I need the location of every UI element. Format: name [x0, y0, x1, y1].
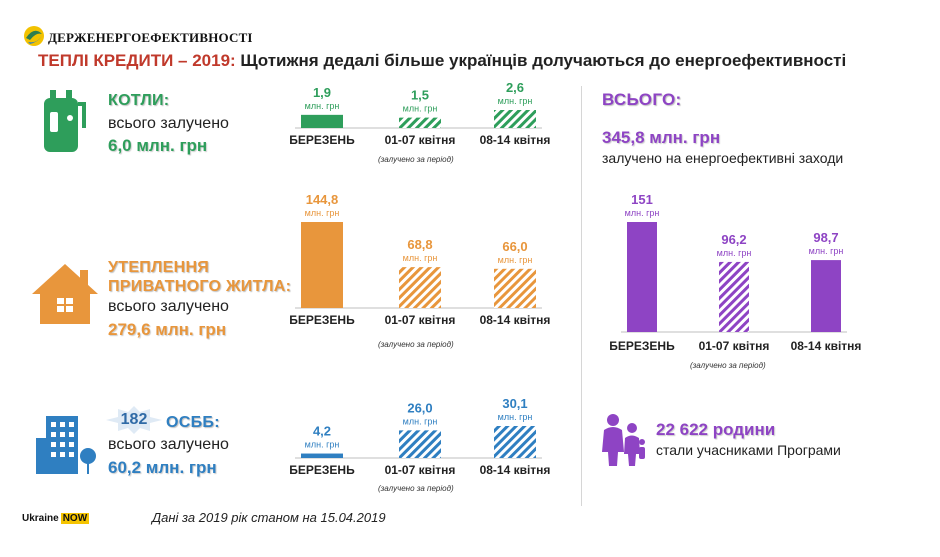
- category-label-boilers-2: 01-07 квітня: [385, 133, 456, 147]
- insulation-title-2: ПРИВАТНОГО ЖИТЛА:: [108, 278, 292, 295]
- osbb-title: ОСББ:: [166, 414, 220, 431]
- badge-star: [106, 406, 162, 434]
- category-label-insulation-2: 01-07 квітня: [385, 313, 456, 327]
- osbb-subtitle: всього залучено: [108, 436, 229, 453]
- families-subtitle: стали учасниками Програми: [656, 442, 841, 458]
- unit-label-total-1: млн. грн: [625, 208, 660, 218]
- bar-total-3: [811, 260, 841, 332]
- insulation-period-note: (залучено за період): [378, 340, 454, 349]
- bar-insulation-2: [399, 267, 441, 308]
- boilers-period-note: (залучено за період): [378, 155, 454, 164]
- osbb-period-note: (залучено за період): [378, 484, 454, 493]
- headline-highlight: ТЕПЛІ КРЕДИТИ – 2019:: [38, 51, 236, 70]
- unit-label-boilers-1: млн. грн: [305, 101, 340, 111]
- category-label-boilers-3: 08-14 квітня: [480, 133, 551, 147]
- ukraine-now-logo: Ukraine NOW: [22, 513, 90, 524]
- bar-boilers-1: [301, 114, 343, 128]
- brand-part-2: NOW: [60, 513, 90, 524]
- value-label-insulation-3: 66,0: [502, 239, 527, 254]
- category-label-insulation-3: 08-14 квітня: [480, 313, 551, 327]
- page-title: ТЕПЛІ КРЕДИТИ – 2019: Щотижня дедалі біл…: [38, 51, 846, 71]
- unit-label-total-3: млн. грн: [809, 246, 844, 256]
- value-label-boilers-3: 2,6: [506, 80, 524, 95]
- families-count: 22 622 родини: [656, 420, 776, 439]
- unit-label-insulation-3: млн. грн: [498, 255, 533, 265]
- category-label-osbb-1: БЕРЕЗЕНЬ: [289, 463, 355, 477]
- category-label-osbb-2: 01-07 квітня: [385, 463, 456, 477]
- bar-boilers-2: [399, 117, 441, 128]
- total-period-note: (залучено за період): [690, 361, 766, 370]
- building-icon: [36, 416, 96, 474]
- bar-osbb-1: [301, 453, 343, 458]
- value-label-osbb-3: 30,1: [502, 396, 527, 411]
- bar-osbb-3: [494, 426, 536, 458]
- boilers-subtitle: всього залучено: [108, 115, 229, 132]
- value-label-total-3: 98,7: [813, 230, 838, 245]
- unit-label-boilers-3: млн. грн: [498, 96, 533, 106]
- insulation-total: 279,6 млн. грн: [108, 320, 227, 339]
- value-label-insulation-2: 68,8: [407, 237, 432, 252]
- bar-osbb-2: [399, 430, 441, 458]
- category-label-total-3: 08-14 квітня: [791, 339, 862, 353]
- value-label-insulation-1: 144,8: [306, 192, 339, 207]
- category-label-boilers-1: БЕРЕЗЕНЬ: [289, 133, 355, 147]
- org-name: ДЕРЖЕНЕРГОЕФЕКТИВНОСТІ: [48, 30, 253, 45]
- unit-label-insulation-1: млн. грн: [305, 208, 340, 218]
- insulation-title-1: УТЕПЛЕННЯ: [108, 259, 210, 276]
- unit-label-total-2: млн. грн: [717, 248, 752, 258]
- brand-part-1: Ukraine: [22, 513, 59, 524]
- unit-label-osbb-2: млн. грн: [403, 416, 438, 426]
- headline-text: Щотижня дедалі більше українців долучают…: [240, 51, 847, 70]
- value-label-boilers-1: 1,9: [313, 85, 331, 100]
- boilers-total: 6,0 млн. грн: [108, 136, 208, 155]
- total-title: ВСЬОГО:: [602, 90, 682, 109]
- value-label-total-1: 151: [631, 192, 653, 207]
- total-subtitle: залучено на енергоефективні заходи: [602, 150, 844, 166]
- house-icon: [32, 264, 98, 324]
- osbb-badge-count: 182: [120, 411, 148, 428]
- logo-icon: [24, 26, 44, 46]
- unit-label-osbb-1: млн. грн: [305, 440, 340, 450]
- boiler-icon: [44, 90, 86, 152]
- insulation-subtitle: всього залучено: [108, 298, 229, 315]
- unit-label-osbb-3: млн. грн: [498, 412, 533, 422]
- category-label-insulation-1: БЕРЕЗЕНЬ: [289, 313, 355, 327]
- category-label-total-1: БЕРЕЗЕНЬ: [609, 339, 675, 353]
- boilers-title: КОТЛИ:: [108, 92, 170, 109]
- osbb-total: 60,2 млн. грн: [108, 458, 217, 477]
- value-label-osbb-2: 26,0: [407, 400, 432, 415]
- total-amount: 345,8 млн. грн: [602, 128, 721, 147]
- value-label-total-2: 96,2: [721, 232, 746, 247]
- category-label-total-2: 01-07 квітня: [699, 339, 770, 353]
- bar-total-2: [719, 261, 749, 332]
- category-label-osbb-3: 08-14 квітня: [480, 463, 551, 477]
- unit-label-insulation-2: млн. грн: [403, 253, 438, 263]
- value-label-boilers-2: 1,5: [411, 88, 429, 103]
- date-note: Дані за 2019 рік станом на 15.04.2019: [152, 510, 386, 525]
- bar-insulation-1: [301, 222, 343, 308]
- value-label-osbb-1: 4,2: [313, 424, 331, 439]
- unit-label-boilers-2: млн. грн: [403, 104, 438, 114]
- bar-boilers-3: [494, 110, 536, 128]
- family-icon: [602, 414, 645, 466]
- bar-insulation-3: [494, 268, 536, 308]
- section-divider: [581, 86, 582, 506]
- bar-total-1: [627, 222, 657, 332]
